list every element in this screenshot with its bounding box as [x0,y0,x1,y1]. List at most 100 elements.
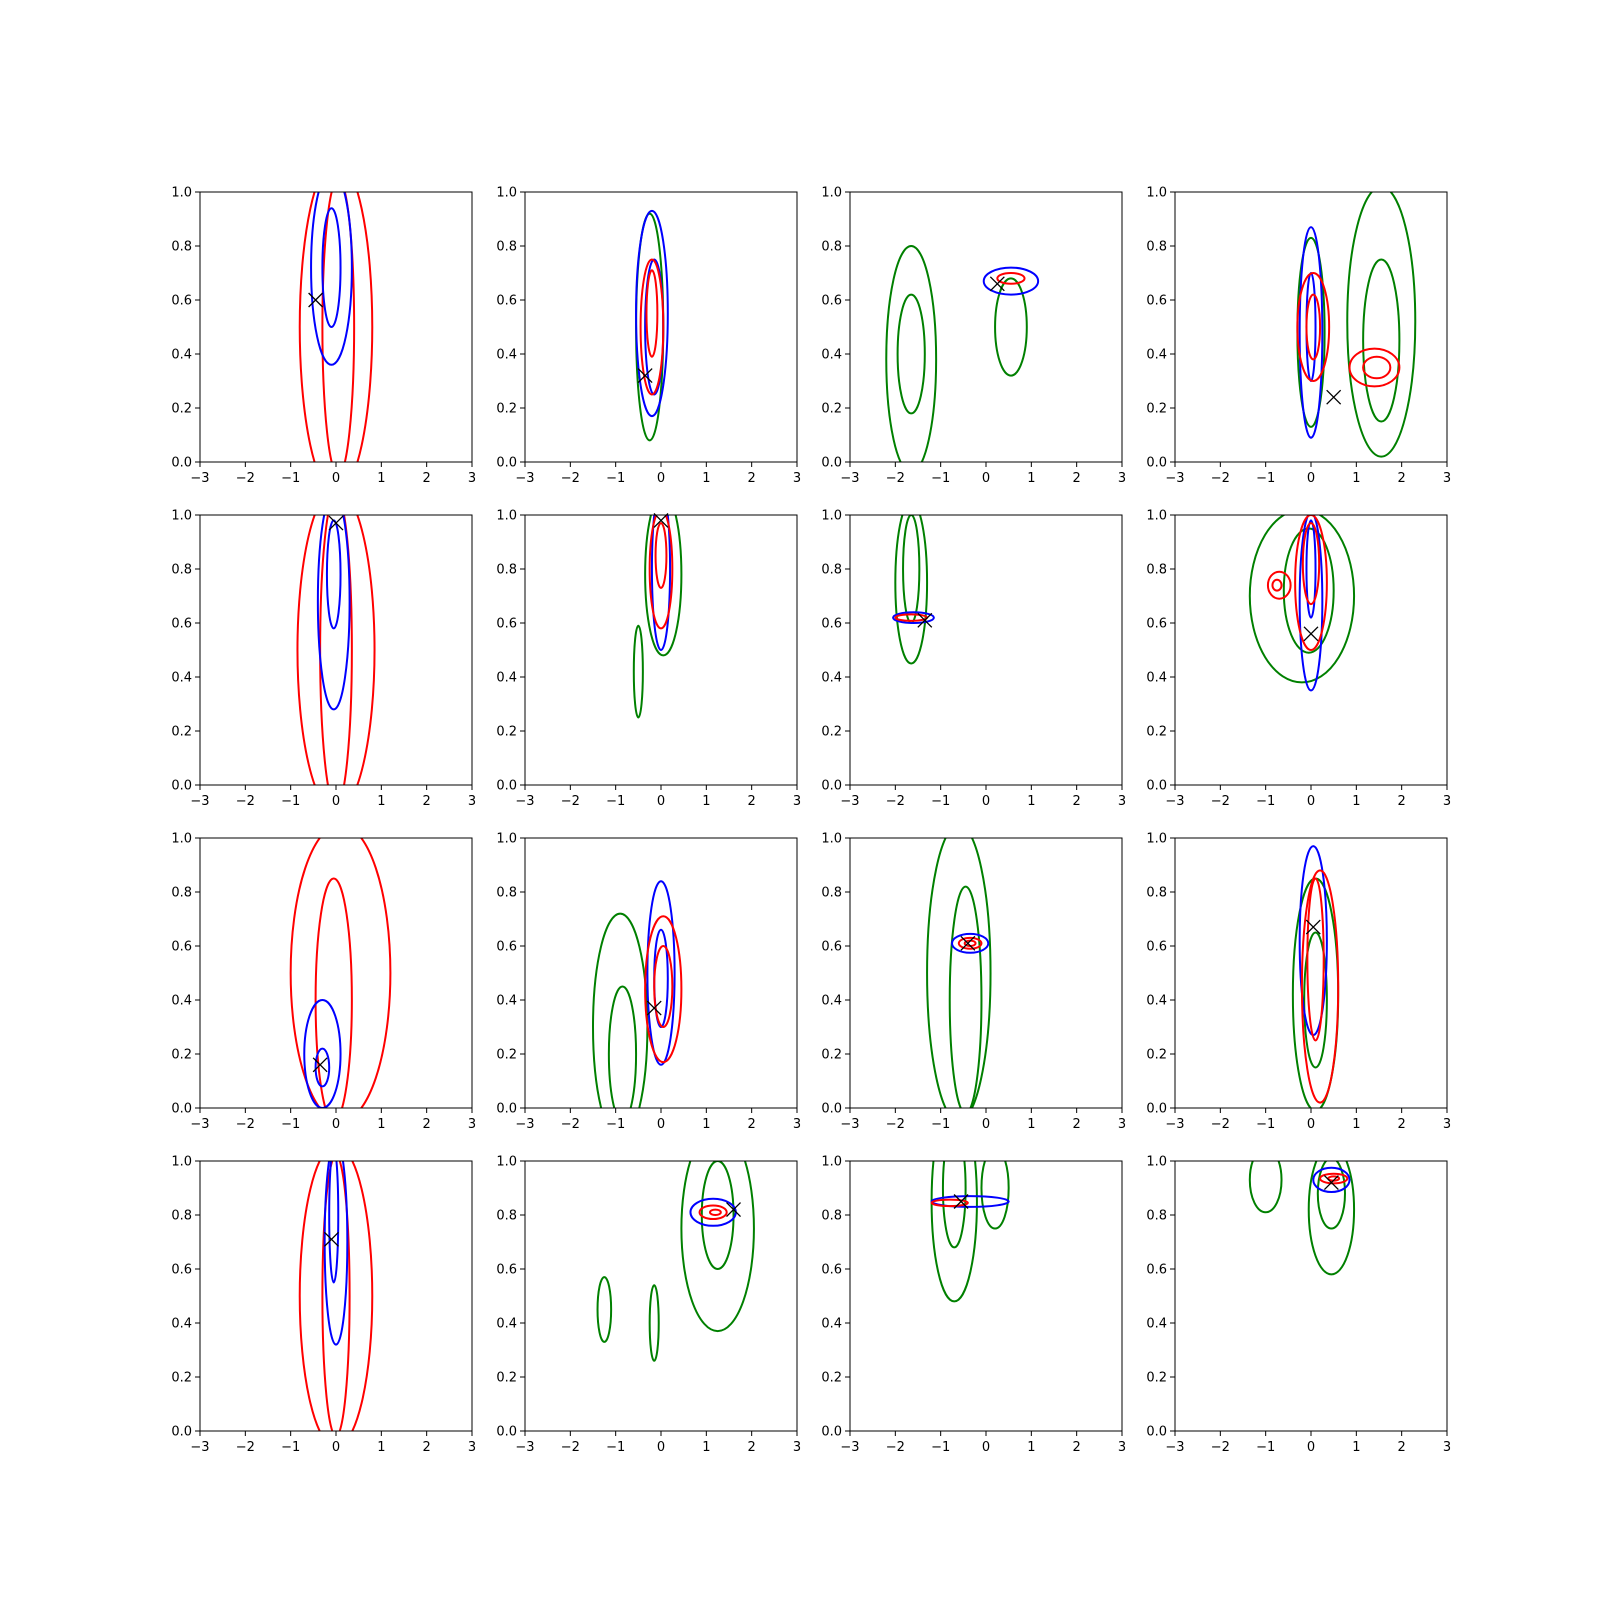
y-tick-label: 0.8 [1146,563,1167,578]
contour-red-1 [298,192,374,462]
x-tick-label: 0 [982,794,990,809]
y-tick-label: 0.2 [496,402,517,417]
y-tick-label: 1.0 [171,832,192,847]
y-tick-label: 0.8 [171,886,192,901]
y-tick-label: 1.0 [496,186,517,201]
x-tick-label: −2 [561,471,580,486]
y-tick-label: 0.6 [171,294,192,309]
y-tick-label: 0.6 [1146,940,1167,955]
y-tick-label: 0.8 [496,563,517,578]
y-tick-label: 1.0 [1146,1155,1167,1170]
y-tick-label: 1.0 [1146,186,1167,201]
y-tick-label: 0.2 [1146,725,1167,740]
axes-frame [524,1160,798,1432]
x-tick-label: −1 [931,471,950,486]
y-tick-label: 0.6 [1146,1263,1167,1278]
y-tick-label: 0.0 [171,779,192,794]
contour-red-4 [648,515,674,630]
y-tick-label: 0.2 [496,725,517,740]
y-tick-label: 0.2 [1146,402,1167,417]
x-tick-label: 3 [1118,471,1126,486]
x-tick-label: 1 [1027,794,1035,809]
contour-blue-3 [650,515,672,651]
x-tick-label: 2 [1073,1440,1081,1455]
contour-red-7 [708,1208,722,1217]
contour-blue-5 [1305,272,1317,382]
contour-red-1 [298,1161,374,1431]
x-tick-label: 0 [1307,794,1315,809]
x-marker [917,612,933,628]
x-tick-label: −3 [1165,794,1184,809]
contour-green-1 [592,912,649,1108]
x-tick-label: 2 [748,471,756,486]
contour-blue-3 [323,1161,349,1346]
contour-green-3 [980,1161,1010,1230]
y-tick-label: 0.0 [496,456,517,471]
x-tick-label: 1 [1352,1117,1360,1132]
y-tick-label: 0.2 [496,1048,517,1063]
y-tick-label: 0.2 [821,1371,842,1386]
y-tick-label: 0.4 [496,671,517,686]
y-tick-label: 0.0 [496,779,517,794]
contour-green-2 [896,293,926,415]
contour-group [1248,515,1356,692]
contour-green-2 [902,515,921,624]
y-tick-label: 1.0 [821,186,842,201]
y-tick-label: 0.6 [496,1263,517,1278]
y-tick-label: 0.6 [171,1263,192,1278]
y-tick-label: 0.6 [496,940,517,955]
contour-green-1 [1248,515,1356,684]
panel-3-3: −3 −2 −1 0 1 2 3 0.0 0.2 0.4 0.6 0.8 1.0 [821,832,1126,1133]
contour-group [592,880,683,1108]
contour-red-9 [1362,355,1392,380]
x-tick-label: 3 [468,1440,476,1455]
y-tick-label: 0.0 [821,456,842,471]
contour-green-2 [1303,931,1328,1069]
contour-blue-3 [646,880,676,1066]
contour-group [296,515,376,785]
x-tick-label: 3 [793,1117,801,1132]
contour-group [635,209,669,442]
contour-group [926,838,992,1108]
y-tick-label: 0.0 [496,1102,517,1117]
x-tick-label: 0 [982,471,990,486]
contour-red-5 [645,269,659,358]
x-marker [312,1057,328,1073]
x-tick-label: −1 [281,1440,300,1455]
contour-blue-4 [982,266,1040,296]
contour-green-2 [1362,258,1401,423]
contour-group [1291,845,1340,1108]
x-tick-label: −2 [561,1440,580,1455]
x-marker [989,276,1005,292]
contour-green-1 [644,515,683,657]
axes-frame [199,191,473,463]
y-tick-label: 0.8 [496,240,517,255]
panel-4-2: −3 −2 −1 0 1 2 3 0.0 0.2 0.4 0.6 0.8 1.0 [496,1155,801,1456]
y-tick-label: 1.0 [171,186,192,201]
axes-frame [199,514,473,786]
x-tick-label: 0 [657,1117,665,1132]
x-tick-label: 3 [468,794,476,809]
x-tick-label: 1 [1352,1440,1360,1455]
x-tick-label: −2 [1211,794,1230,809]
x-tick-label: 2 [1073,794,1081,809]
panel-4-1: −3 −2 −1 0 1 2 3 0.0 0.2 0.4 0.6 0.8 1.0 [171,1155,476,1456]
x-tick-label: 1 [1027,1440,1035,1455]
contour-red-8 [1348,347,1401,388]
x-tick-label: 0 [982,1117,990,1132]
x-tick-label: −3 [190,471,209,486]
y-tick-label: 0.4 [821,1317,842,1332]
x-marker [1326,389,1342,405]
contour-red-7 [1305,293,1322,361]
contour-blue-4 [321,207,342,329]
x-tick-label: 1 [377,1440,385,1455]
x-tick-label: 1 [1352,471,1360,486]
x-tick-label: 0 [332,1117,340,1132]
x-tick-label: 0 [1307,1117,1315,1132]
x-tick-label: −1 [931,1117,950,1132]
x-tick-label: 2 [1398,1440,1406,1455]
contour-blue-3 [310,192,353,366]
y-tick-label: 0.2 [171,1371,192,1386]
contour-green-1 [1346,192,1417,458]
